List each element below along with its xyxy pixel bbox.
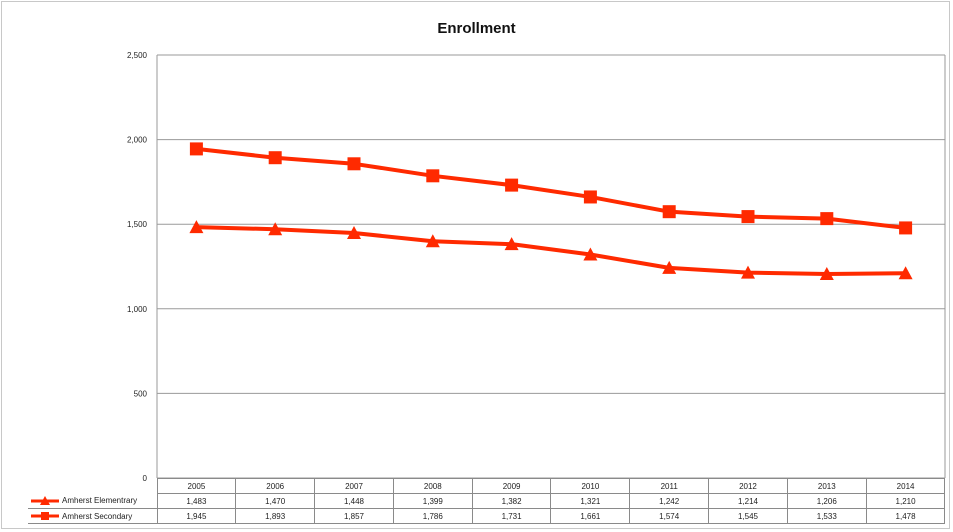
series-line-1 <box>196 225 906 276</box>
x-tick-label: 2013 <box>786 478 867 494</box>
chart-title: Enrollment <box>437 20 516 37</box>
data-point <box>741 210 755 224</box>
data-point <box>819 266 834 280</box>
series-line-2 <box>196 146 906 230</box>
data-label: 1,893 <box>235 508 316 524</box>
data-point <box>347 157 361 171</box>
y-tick-label: 1,500 <box>127 220 148 229</box>
x-tick-label: 2008 <box>392 478 473 494</box>
x-tick-label: 2009 <box>471 478 552 494</box>
table-row: Amherst Secondary 1,945 1,893 1,857 1,786 1,7… <box>28 508 946 524</box>
data-label: 1,857 <box>314 508 394 524</box>
data-point <box>820 212 834 226</box>
data-label: 1,210 <box>865 493 946 509</box>
x-tick-label: 2011 <box>629 478 710 494</box>
data-point <box>583 247 598 261</box>
data-label: 1,545 <box>708 508 788 524</box>
y-tick-label: 2,500 <box>127 51 148 60</box>
y-tick-label: 0 <box>143 474 148 483</box>
data-label: 1,321 <box>550 493 631 509</box>
data-point <box>268 151 282 165</box>
legend-label: Amherst Secondary <box>62 511 133 521</box>
data-point <box>583 190 597 204</box>
legend-label: Amherst Elementrary <box>62 496 138 506</box>
y-tick-label: 1,000 <box>127 305 148 314</box>
legend-swatch <box>31 512 59 520</box>
data-point <box>189 220 204 234</box>
data-point <box>662 260 677 274</box>
data-label: 1,478 <box>865 508 946 524</box>
table-row: Amherst Elementrary 1,483 1,470 1,448 1,399 1… <box>28 493 946 509</box>
legend-swatch <box>31 495 59 505</box>
data-table: 2005 2006 2007 2008 2009 2010 2011 2012 2013 2014… <box>28 478 946 524</box>
data-point <box>425 234 440 248</box>
data-label: 1,214 <box>708 493 788 509</box>
x-tick-label: 2014 <box>865 478 946 494</box>
data-label: 1,483 <box>156 493 237 509</box>
data-label: 1,533 <box>786 508 867 524</box>
data-point <box>741 265 755 279</box>
data-point <box>505 178 519 192</box>
legend-entry: Amherst Secondary <box>28 508 158 524</box>
data-label: 1,470 <box>235 493 316 509</box>
y-tick-label: 2,000 <box>127 136 148 145</box>
data-label: 1,399 <box>392 493 473 509</box>
x-tick-label: 2012 <box>708 478 788 494</box>
x-tick-label: 2010 <box>550 478 631 494</box>
data-label: 1,206 <box>786 493 867 509</box>
y-tick-label: 500 <box>134 389 148 398</box>
data-label: 1,661 <box>550 508 631 524</box>
data-point <box>899 221 913 235</box>
data-label: 1,242 <box>629 493 710 509</box>
data-label: 1,731 <box>471 508 552 524</box>
table-corner <box>28 479 157 494</box>
data-point <box>189 142 203 156</box>
data-point <box>347 225 361 239</box>
x-tick-label: 2006 <box>235 478 316 494</box>
data-point <box>268 222 283 236</box>
data-label: 1,448 <box>314 493 394 509</box>
data-label: 1,574 <box>629 508 710 524</box>
data-point <box>504 237 519 251</box>
data-point <box>898 266 913 280</box>
legend-entry: Amherst Elementrary <box>28 493 158 509</box>
data-label: 1,382 <box>471 493 552 509</box>
data-label: 1,786 <box>392 508 473 524</box>
x-tick-label: 2007 <box>314 478 394 494</box>
x-tick-label: 2005 <box>156 478 237 494</box>
data-label: 1,945 <box>156 508 237 524</box>
data-point <box>662 205 676 219</box>
data-point <box>426 169 440 183</box>
